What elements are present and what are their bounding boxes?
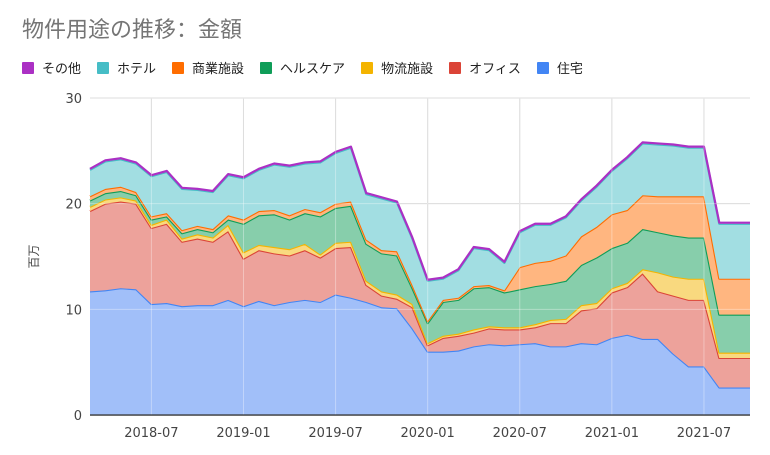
area-ヘルスケア [90,190,750,353]
legend-swatch [22,61,34,74]
legend-label: 住宅 [556,62,583,77]
legend-swatch [361,61,374,74]
y-tick-label: 30 [65,92,82,107]
x-tick-label: 2021-07 [677,426,731,441]
legend-swatch [260,61,273,74]
legend-label: ヘルスケア [280,62,346,77]
legend-label: オフィス [469,62,521,77]
legend: その他 ホテル 商業施設 ヘルスケア 物流施設 オフィス 住宅 [22,58,599,77]
legend-item[interactable]: その他 [22,58,81,77]
legend-item[interactable]: 物流施設 [361,58,433,77]
line-その他 [89,141,750,281]
x-tick-label: 2021-01 [585,426,639,441]
x-tick-label: 2020-07 [493,426,547,441]
legend-item[interactable]: ホテル [97,58,156,77]
legend-item[interactable]: 住宅 [536,58,583,77]
area-ホテル [90,143,750,321]
area-住宅 [90,288,750,415]
legend-swatch [536,61,549,74]
y-tick-label: 20 [65,198,82,213]
legend-item[interactable]: ヘルスケア [260,58,345,77]
legend-item[interactable]: 商業施設 [172,58,244,77]
legend-swatch [172,61,185,74]
legend-label: その他 [42,62,82,77]
legend-label: ホテル [117,62,157,77]
legend-item[interactable]: オフィス [449,58,521,77]
y-axis-title: 百万 [27,244,41,268]
y-tick-label: 0 [74,409,82,424]
legend-swatch [97,61,110,74]
y-tick-label: 10 [65,303,82,318]
x-tick-label: 2020-01 [401,426,455,441]
x-tick-label: 2019-07 [308,426,362,441]
legend-label: 物流施設 [381,62,434,77]
area-オフィス [90,201,750,388]
x-tick-label: 2019-01 [216,426,270,441]
area-商業施設 [90,186,750,324]
legend-label: 商業施設 [192,62,245,77]
chart-title: 物件用途の推移：金額 [22,18,243,43]
legend-swatch [449,61,462,74]
x-tick-label: 2018-07 [124,426,178,441]
